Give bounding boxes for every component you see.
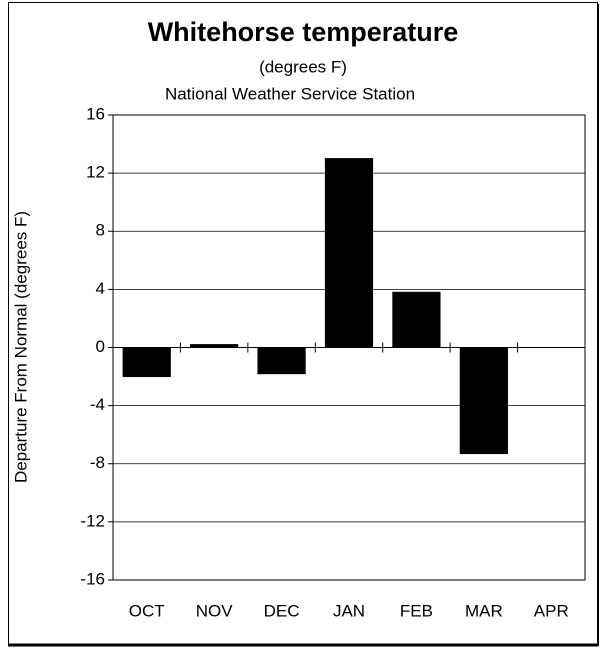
bar <box>190 344 239 348</box>
y-tick-label: -16 <box>80 569 105 588</box>
chart-title: Whitehorse temperature <box>148 17 459 47</box>
y-tick-label: 0 <box>96 337 105 356</box>
x-tick-label: NOV <box>196 601 234 620</box>
x-tick-label: DEC <box>264 601 300 620</box>
x-tick-label: JAN <box>333 601 365 620</box>
y-tick-label: -4 <box>90 395 105 414</box>
y-tick-label: -8 <box>90 453 105 472</box>
x-tick-label: FEB <box>400 601 433 620</box>
y-tick-label: 12 <box>86 163 105 182</box>
chart-source: National Weather Service Station <box>165 84 415 103</box>
bar <box>257 347 306 375</box>
x-tick-label: MAR <box>465 601 503 620</box>
y-tick-label: 16 <box>86 104 105 123</box>
y-tick-label: -12 <box>80 511 105 530</box>
x-tick-label: OCT <box>129 601 165 620</box>
chart-frame <box>8 2 598 645</box>
y-tick-label: 4 <box>96 279 105 298</box>
y-tick-label: 8 <box>96 221 105 240</box>
x-tick-label: APR <box>534 601 569 620</box>
bar <box>122 347 171 378</box>
chart-subtitle: (degrees F) <box>259 57 347 76</box>
bar <box>324 158 374 348</box>
bar <box>392 291 441 348</box>
y-axis-label: Departure From Normal (degrees F) <box>11 211 30 483</box>
bar <box>459 347 508 455</box>
